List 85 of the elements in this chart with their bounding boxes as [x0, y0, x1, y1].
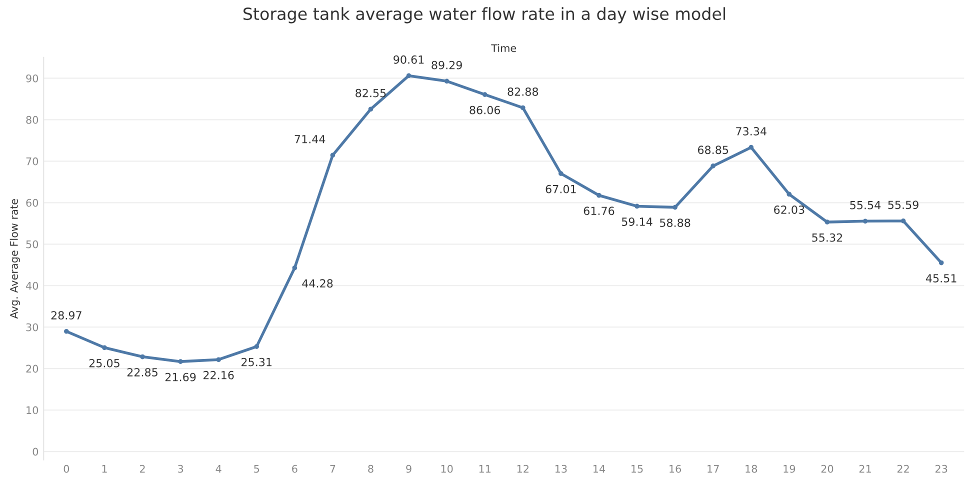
data-label: 44.28 — [302, 279, 333, 288]
data-label: 90.61 — [394, 55, 424, 64]
point — [482, 92, 488, 97]
x-tick-label: 17 — [708, 465, 719, 473]
x-tick-label: 7 — [330, 465, 336, 473]
x-tick-label: 5 — [254, 465, 260, 473]
y-tick-label: 20 — [26, 364, 38, 373]
point — [748, 144, 754, 150]
point — [140, 354, 145, 360]
point — [938, 260, 944, 266]
x-tick-label: 12 — [517, 464, 528, 473]
y-tick-label: 60 — [26, 198, 38, 207]
x-tick-label: 21 — [859, 464, 871, 473]
x-tick-label: 16 — [670, 464, 682, 473]
y-tick-label: 0 — [32, 448, 38, 456]
point — [102, 345, 107, 350]
x-tick-label: 20 — [821, 464, 834, 473]
x-tick-label: 0 — [64, 464, 70, 473]
x-tick-label: 15 — [632, 465, 643, 473]
point — [672, 204, 678, 210]
data-label: 68.85 — [698, 146, 728, 154]
x-tick-label: 2 — [140, 464, 145, 473]
data-label: 55.32 — [812, 233, 842, 242]
point — [596, 192, 602, 198]
point — [178, 359, 183, 364]
point — [406, 73, 412, 78]
data-label: 73.34 — [736, 127, 766, 136]
x-tick-label: 19 — [784, 464, 796, 473]
y-tick-label: 50 — [26, 240, 38, 248]
point — [558, 171, 564, 176]
x-tick-label: 18 — [746, 464, 758, 473]
x-tick-label: 9 — [406, 464, 412, 473]
data-label: 89.29 — [432, 60, 462, 70]
data-label: 55.59 — [888, 200, 918, 210]
point — [64, 328, 69, 334]
point — [444, 78, 450, 84]
data-label: 45.51 — [926, 274, 956, 282]
y-axis-title: Avg. Average Flow rate — [10, 199, 20, 319]
point — [786, 192, 792, 197]
data-label: 59.14 — [622, 218, 652, 226]
point — [710, 164, 716, 168]
point — [520, 105, 526, 110]
point — [330, 152, 336, 158]
x-tick-label: 1 — [102, 465, 107, 473]
data-label: 82.88 — [508, 87, 538, 96]
x-tick-label: 11 — [479, 465, 491, 473]
y-tick-label: 10 — [26, 406, 38, 414]
data-label: 71.44 — [294, 135, 326, 144]
x-tick-label: 13 — [555, 464, 567, 473]
y-tick-label: 80 — [26, 116, 38, 124]
x-tick-label: 14 — [593, 465, 606, 473]
data-label: 25.05 — [89, 358, 120, 368]
data-label: 21.69 — [165, 372, 196, 382]
data-label: 86.06 — [470, 106, 500, 114]
x-tick-label: 6 — [292, 464, 298, 473]
data-label: 22.85 — [127, 368, 158, 376]
point — [634, 204, 640, 209]
y-tick-label: 70 — [26, 157, 38, 166]
point — [862, 218, 868, 224]
data-label: 28.97 — [51, 311, 82, 320]
point — [368, 106, 374, 112]
data-label: 62.03 — [774, 206, 804, 214]
x-tick-label: 4 — [216, 465, 222, 473]
data-label: 67.01 — [546, 184, 576, 194]
x-tick-label: 8 — [368, 464, 374, 473]
x-tick-label: 23 — [935, 464, 948, 473]
y-tick-label: 40 — [26, 282, 38, 290]
data-label: 55.54 — [850, 201, 881, 210]
point — [900, 218, 906, 224]
data-label: 25.31 — [242, 358, 272, 366]
x-axis-title: Time — [491, 44, 516, 52]
point — [292, 265, 298, 270]
point — [824, 220, 830, 225]
point — [216, 357, 222, 362]
data-label: 22.16 — [203, 370, 234, 380]
y-tick-label: 90 — [26, 74, 38, 82]
point — [254, 344, 260, 349]
data-label: 58.88 — [660, 218, 690, 228]
chart-title: Storage tank average water flow rate in a day wise model — [243, 7, 726, 24]
x-tick-label: 10 — [441, 464, 453, 473]
x-tick-label: 3 — [178, 464, 184, 473]
y-tick-label: 30 — [26, 323, 38, 332]
data-label: 61.76 — [584, 206, 614, 216]
data-label: 82.55 — [356, 88, 386, 98]
x-tick-label: 22 — [897, 464, 909, 473]
